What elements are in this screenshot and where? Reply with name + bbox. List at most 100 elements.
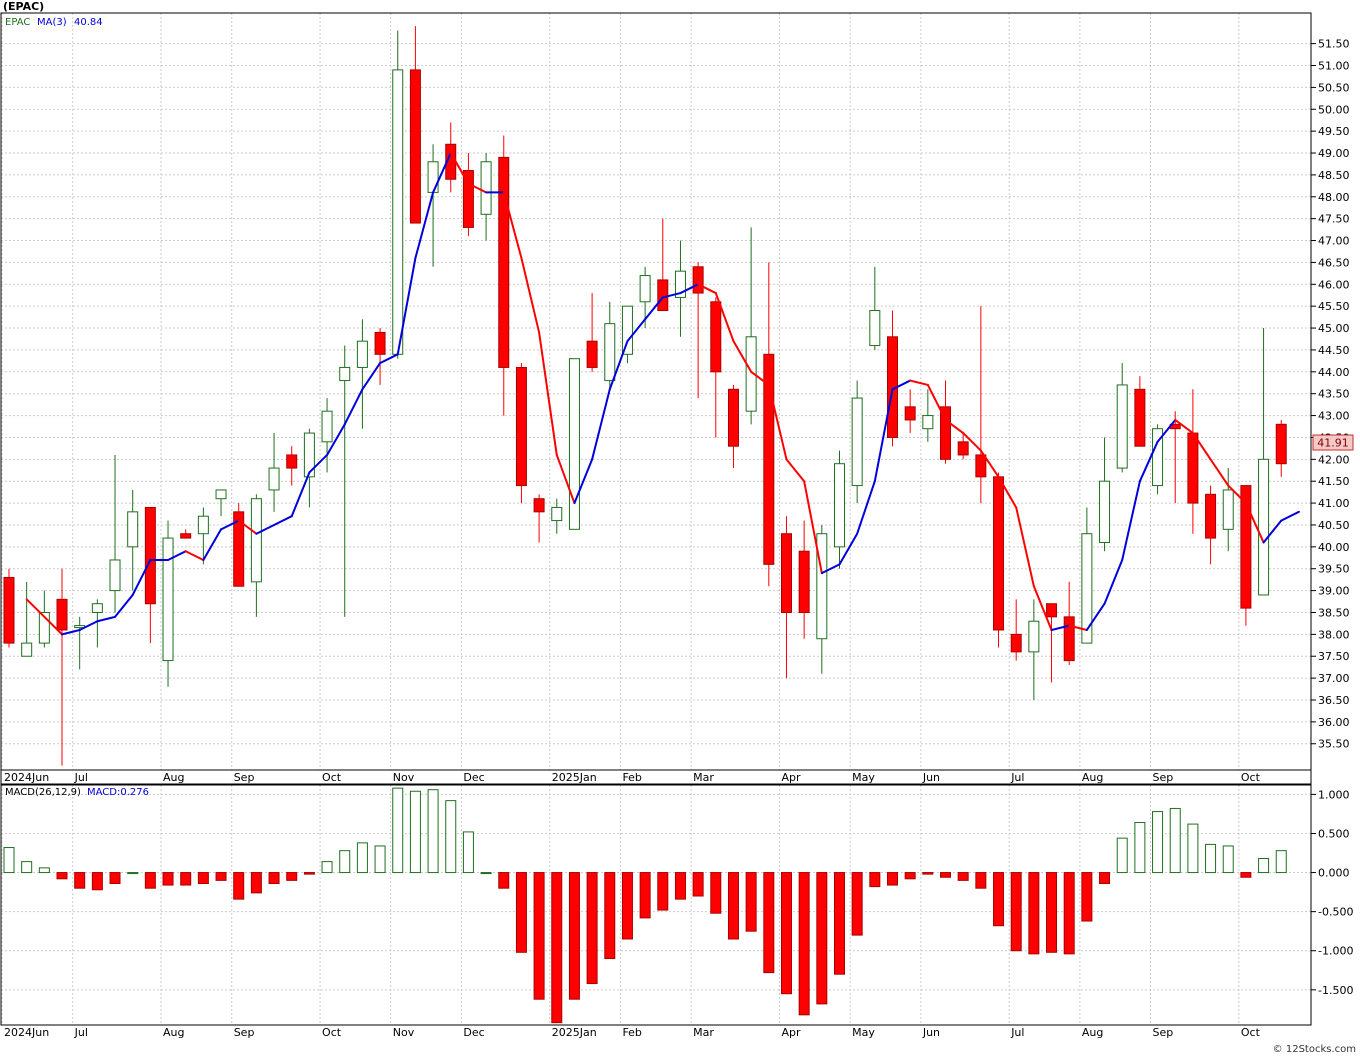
- candle-down: [498, 156, 510, 368]
- macd-bar-positive: [321, 861, 333, 874]
- ma-segment: [820, 563, 841, 575]
- ma-segment: [909, 379, 929, 386]
- macd-bar-positive: [1258, 857, 1270, 874]
- macd-x-tick-label: Aug: [163, 1026, 184, 1039]
- price-tick-label: 47.00: [1318, 235, 1350, 248]
- candle-up: [21, 642, 33, 657]
- macd-x-axis: 2024Jun Jul Aug Sep Oct Nov Dec 2025Jan Feb Mar Ap…: [4, 1026, 1261, 1039]
- macd-bar-positive: [1134, 822, 1146, 874]
- ma-segment: [697, 283, 717, 295]
- candle-down: [1187, 432, 1199, 504]
- macd-bar-positive: [356, 842, 368, 874]
- price-x-tick-label: 2025Jan: [552, 771, 597, 784]
- macd-bar-negative: [851, 872, 863, 936]
- ma-segment: [573, 458, 594, 505]
- ma-segment: [290, 471, 311, 518]
- price-x-axis: 2024Jun Jul Aug Sep Oct Nov Dec 2025Jan Feb Mar Ap…: [1, 769, 1311, 784]
- ma-segment: [25, 598, 46, 618]
- candle-up: [392, 69, 404, 355]
- price-tick-label: 37.50: [1318, 650, 1350, 663]
- price-x-tick-label: Nov: [393, 771, 415, 784]
- price-x-tick-label: Sep: [1153, 771, 1174, 784]
- candle-down: [1134, 388, 1146, 447]
- ma-segment: [979, 449, 1000, 478]
- macd-bar-negative: [1081, 872, 1093, 922]
- candle-up: [551, 506, 563, 522]
- candle-up: [268, 467, 280, 491]
- ma-segment: [997, 475, 1018, 509]
- candle-up: [833, 463, 845, 548]
- macd-bar-negative: [621, 872, 633, 940]
- macd-bar-negative: [674, 872, 686, 900]
- chart-title: (EPAC): [3, 0, 44, 13]
- candle-down: [1240, 485, 1252, 609]
- price-tick-label: 46.50: [1318, 256, 1350, 269]
- macd-bar-positive: [480, 872, 492, 875]
- macd-bar-negative: [798, 872, 810, 1016]
- candle-up: [639, 275, 651, 303]
- macd-bar-negative: [551, 872, 563, 1024]
- price-tick-label: 39.50: [1318, 563, 1350, 576]
- ma-segment: [591, 388, 611, 461]
- macd-bar-positive: [127, 872, 139, 875]
- macd-bar-negative: [1240, 872, 1252, 878]
- price-tick-label: 39.00: [1318, 585, 1350, 598]
- macd-x-tick-label: Jul: [1010, 1026, 1024, 1039]
- price-x-tick-label: Oct: [1241, 771, 1261, 784]
- candle-down: [1275, 423, 1287, 465]
- ma-segment: [184, 550, 205, 561]
- ma-segment: [767, 383, 788, 461]
- ma-segment: [785, 458, 806, 483]
- macd-bar-negative: [109, 872, 121, 885]
- macd-bars: [3, 787, 1287, 1024]
- macd-bar-negative: [887, 872, 898, 886]
- macd-bar-positive: [339, 850, 351, 874]
- candle-up: [568, 358, 580, 530]
- macd-bar-positive: [374, 845, 386, 874]
- candle-down: [1046, 603, 1058, 618]
- macd-bar-positive: [462, 831, 474, 874]
- ma-segment: [308, 453, 329, 474]
- candle-up: [1028, 620, 1040, 653]
- macd-bar-negative: [1099, 872, 1111, 885]
- ma-segment: [1191, 432, 1212, 461]
- candle-down: [180, 533, 192, 539]
- macd-bar-positive: [427, 789, 439, 874]
- macd-bar-negative: [833, 872, 845, 975]
- candle-down: [1010, 633, 1022, 653]
- price-tick-label: 48.00: [1318, 191, 1350, 204]
- candle-up: [604, 323, 616, 382]
- macd-bar-positive: [1222, 845, 1234, 874]
- macd-bar-negative: [286, 872, 298, 881]
- candle-down: [144, 506, 156, 605]
- candle-down: [993, 476, 1005, 631]
- macd-tick-label: 1.000: [1318, 788, 1350, 801]
- ma-segment: [538, 331, 558, 456]
- macd-bar-negative: [303, 872, 315, 875]
- macd-tick-label: -1.000: [1318, 945, 1353, 958]
- ma-segment: [962, 432, 982, 452]
- last-price-label: 41.91: [1317, 437, 1349, 450]
- macd-legend-value: MACD:0.276: [87, 787, 149, 798]
- candle-down: [763, 353, 775, 565]
- candle-down: [233, 511, 245, 587]
- macd-x-tick-label: Nov: [393, 1026, 415, 1039]
- candle-down: [515, 366, 527, 487]
- moving-average-line: [25, 152, 1300, 636]
- macd-bar-negative: [922, 872, 934, 875]
- ma-segment: [361, 362, 382, 391]
- macd-x-tick-label: Oct: [1241, 1026, 1261, 1039]
- candle-up: [816, 533, 828, 640]
- macd-bar-positive: [1169, 807, 1181, 874]
- ma-segment: [237, 519, 258, 535]
- ma-segment: [520, 257, 541, 334]
- ma-segment: [414, 191, 435, 260]
- candle-up: [109, 559, 121, 592]
- macd-legend-label: MACD(26,12,9): [5, 787, 81, 798]
- macd-bar-negative: [250, 872, 262, 894]
- ma-segment: [1209, 458, 1230, 487]
- macd-bar-positive: [1187, 823, 1199, 874]
- macd-bar-negative: [1028, 872, 1040, 955]
- price-tick-label: 51.50: [1318, 38, 1350, 51]
- price-x-tick-label: Jul: [1010, 771, 1024, 784]
